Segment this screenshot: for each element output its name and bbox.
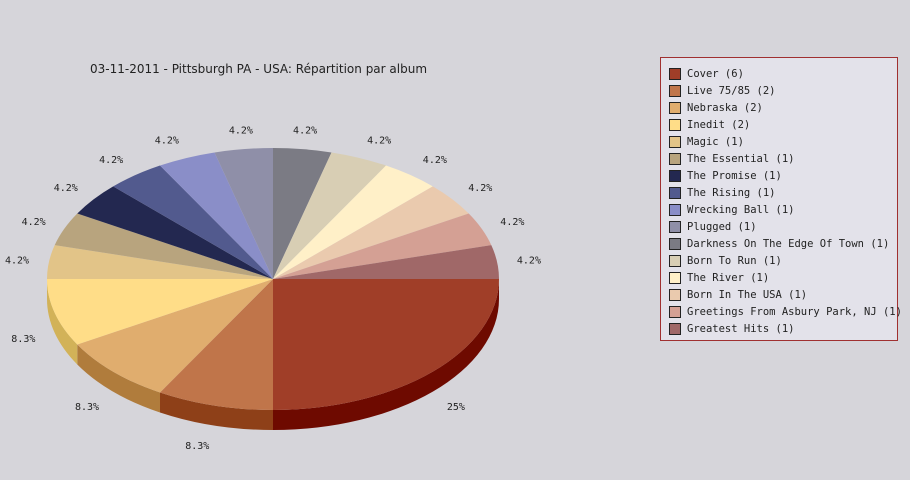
pie-label-14: 4.2%	[500, 217, 524, 228]
pie-slice-1[interactable]	[160, 279, 273, 410]
pie-label-13: 4.2%	[468, 183, 492, 194]
legend-item-13: Born In The USA (1)	[669, 286, 897, 303]
legend-swatch	[669, 305, 681, 318]
legend-swatch	[669, 288, 681, 301]
legend-item-0: Cover (6)	[669, 65, 897, 82]
legend-swatch	[669, 169, 681, 182]
pie-slice-0[interactable]	[273, 279, 499, 410]
pie-slice-2[interactable]	[77, 279, 273, 393]
legend-label: The Essential (1)	[687, 152, 795, 165]
pie-label-8: 4.2%	[155, 136, 179, 147]
pie-label-6: 4.2%	[54, 183, 78, 194]
pie-side-3	[47, 279, 78, 365]
legend-swatch	[669, 186, 681, 199]
legend-item-5: The Essential (1)	[669, 150, 897, 167]
legend-item-4: Magic (1)	[669, 133, 897, 150]
legend-item-11: Born To Run (1)	[669, 252, 897, 269]
pie-label-7: 4.2%	[99, 155, 123, 166]
legend-label: Inedit (2)	[687, 118, 751, 131]
pie-label-0: 25%	[447, 402, 465, 413]
pie-slice-6[interactable]	[77, 186, 273, 279]
legend-label: The Promise (1)	[687, 169, 782, 182]
legend-label: Magic (1)	[687, 135, 744, 148]
legend-swatch	[669, 152, 681, 165]
legend-label: Greatest Hits (1)	[687, 322, 795, 335]
legend-item-2: Nebraska (2)	[669, 99, 897, 116]
pie-label-5: 4.2%	[22, 217, 46, 228]
pie-slice-3[interactable]	[47, 279, 273, 345]
pie-side-1	[160, 392, 273, 430]
legend-label: Greetings From Asbury Park, NJ (1)	[687, 305, 902, 318]
pie-slice-13[interactable]	[273, 186, 469, 279]
legend-label: Nebraska (2)	[687, 101, 763, 114]
legend-item-12: The River (1)	[669, 269, 897, 286]
pie-side-2	[77, 344, 160, 413]
legend-label: Born In The USA (1)	[687, 288, 808, 301]
pie-slice-11[interactable]	[273, 152, 386, 279]
legend-item-3: Inedit (2)	[669, 116, 897, 133]
legend-swatch	[669, 254, 681, 267]
pie-label-4: 4.2%	[5, 255, 29, 266]
legend-item-7: The Rising (1)	[669, 184, 897, 201]
pie-sides	[47, 279, 499, 430]
legend-label: The River (1)	[687, 271, 770, 284]
pie-labels: 25% 8.3% 8.3% 8.3% 4.2% 4.2% 4.2% 4.2% 4.2% 4.2% 4…	[5, 125, 541, 452]
pie-label-2: 8.3%	[75, 402, 99, 413]
legend-label: Wrecking Ball (1)	[687, 203, 795, 216]
legend-item-1: Live 75/85 (2)	[669, 82, 897, 99]
legend-swatch	[669, 84, 681, 97]
legend-label: Live 75/85 (2)	[687, 84, 776, 97]
legend-item-10: Darkness On The Edge Of Town (1)	[669, 235, 897, 252]
legend-item-15: Greatest Hits (1)	[669, 320, 897, 337]
legend: Cover (6) Live 75/85 (2) Nebraska (2) Inedi…	[660, 57, 902, 341]
chart-title: 03-11-2011 - Pittsburgh PA - USA: Répart…	[90, 62, 428, 76]
legend-label: Cover (6)	[687, 67, 744, 80]
pie-slice-8[interactable]	[160, 152, 273, 279]
pie-slice-14[interactable]	[273, 213, 492, 280]
pie-slice-7[interactable]	[113, 165, 273, 279]
legend-swatch	[669, 322, 681, 335]
pie-label-11: 4.2%	[367, 136, 391, 147]
pie-slice-15[interactable]	[273, 245, 499, 279]
pie-chart: 25% 8.3% 8.3% 8.3% 4.2% 4.2% 4.2% 4.2% 4.2% 4.2% 4…	[5, 125, 541, 452]
pie-label-12: 4.2%	[423, 155, 447, 166]
pie-slice-10[interactable]	[273, 148, 332, 279]
legend-swatch	[669, 237, 681, 250]
pie-side-0	[273, 279, 499, 430]
legend-swatch	[669, 118, 681, 131]
pie-tops	[47, 148, 499, 410]
legend-item-6: The Promise (1)	[669, 167, 897, 184]
pie-slice-12[interactable]	[273, 165, 433, 279]
pie-slice-5[interactable]	[54, 213, 274, 280]
pie-label-9: 4.2%	[229, 125, 253, 136]
legend-swatch	[669, 220, 681, 233]
legend-swatch	[669, 101, 681, 114]
legend-swatch	[669, 271, 681, 284]
legend-label: Darkness On The Edge Of Town (1)	[687, 237, 890, 250]
pie-label-1: 8.3%	[185, 441, 209, 452]
legend-swatch	[669, 135, 681, 148]
legend-item-8: Wrecking Ball (1)	[669, 201, 897, 218]
pie-label-15: 4.2%	[517, 255, 541, 266]
pie-label-10: 4.2%	[293, 125, 317, 136]
pie-slice-4[interactable]	[47, 245, 273, 279]
legend-item-9: Plugged (1)	[669, 218, 897, 235]
legend-item-14: Greetings From Asbury Park, NJ (1)	[669, 303, 902, 320]
pie-label-3: 8.3%	[11, 334, 35, 345]
pie-slice-9[interactable]	[214, 148, 273, 279]
legend-label: Plugged (1)	[687, 220, 757, 233]
legend-label: The Rising (1)	[687, 186, 776, 199]
legend-label: Born To Run (1)	[687, 254, 782, 267]
legend-swatch	[669, 203, 681, 216]
legend-swatch	[669, 67, 681, 80]
